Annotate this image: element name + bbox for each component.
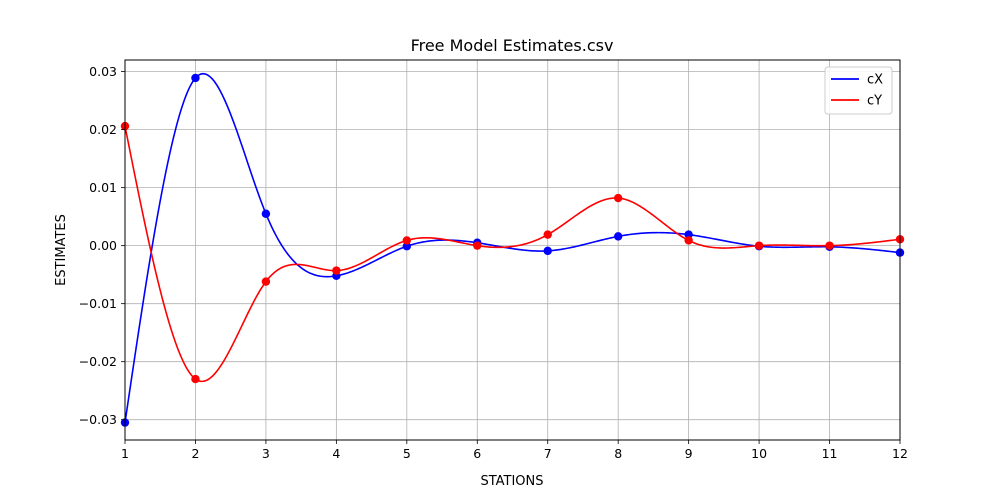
data-point-cY xyxy=(191,374,200,384)
data-point-cX xyxy=(684,230,693,239)
x-tick-label: 7 xyxy=(544,446,552,461)
data-point-cX xyxy=(261,209,271,218)
x-axis-ticks: 1 2 3 4 5 6 7 8 9 10 11 12 xyxy=(121,440,908,461)
x-tick-label: 2 xyxy=(191,446,199,461)
y-axis-ticks: −0.03 −0.02 −0.01 0.00 0.01 0.02 0.03 xyxy=(79,64,125,427)
data-point-cX xyxy=(543,246,552,256)
y-tick-label: 0.01 xyxy=(89,180,117,195)
series-line-cX xyxy=(124,72,901,423)
data-point-cY xyxy=(543,230,552,239)
y-axis-label: ESTIMATES xyxy=(54,214,69,286)
series-line-cY xyxy=(124,125,901,383)
legend-label-cY: cY xyxy=(867,94,882,109)
series-lines xyxy=(124,72,901,423)
data-point-cX xyxy=(402,242,412,251)
x-tick-label: 10 xyxy=(751,446,767,461)
data-point-cY xyxy=(684,236,693,245)
data-point-cY xyxy=(825,241,834,250)
chart-title: Free Model Estimates.csv xyxy=(411,36,614,55)
y-tick-label: 0.03 xyxy=(89,64,117,79)
data-point-cY xyxy=(261,277,271,286)
x-tick-label: 11 xyxy=(822,446,838,461)
y-tick-label: 0.00 xyxy=(89,238,117,253)
legend-label-cX: cX xyxy=(867,73,883,88)
x-tick-label: 8 xyxy=(614,446,622,461)
y-tick-label: −0.03 xyxy=(79,412,117,427)
x-axis-label: STATIONS xyxy=(480,474,543,489)
y-tick-label: 0.02 xyxy=(89,122,117,137)
x-tick-label: 5 xyxy=(403,446,411,461)
legend: cX cY xyxy=(824,66,893,115)
x-tick-label: 3 xyxy=(262,446,270,461)
data-point-cY xyxy=(473,241,482,250)
x-tick-label: 12 xyxy=(892,446,908,461)
data-point-cY xyxy=(613,193,623,203)
series-markers xyxy=(120,73,905,427)
plot-frame xyxy=(124,59,901,441)
data-point-cX xyxy=(191,73,200,83)
data-point-cY xyxy=(402,236,412,245)
x-tick-label: 9 xyxy=(685,446,693,461)
data-point-cX xyxy=(613,232,623,241)
data-point-cY xyxy=(754,241,764,250)
x-tick-label: 4 xyxy=(332,446,340,461)
data-point-cY xyxy=(332,266,341,275)
x-tick-label: 6 xyxy=(473,446,481,461)
y-tick-label: −0.02 xyxy=(79,354,117,369)
y-tick-label: −0.01 xyxy=(79,296,117,311)
x-tick-label: 1 xyxy=(121,446,129,461)
